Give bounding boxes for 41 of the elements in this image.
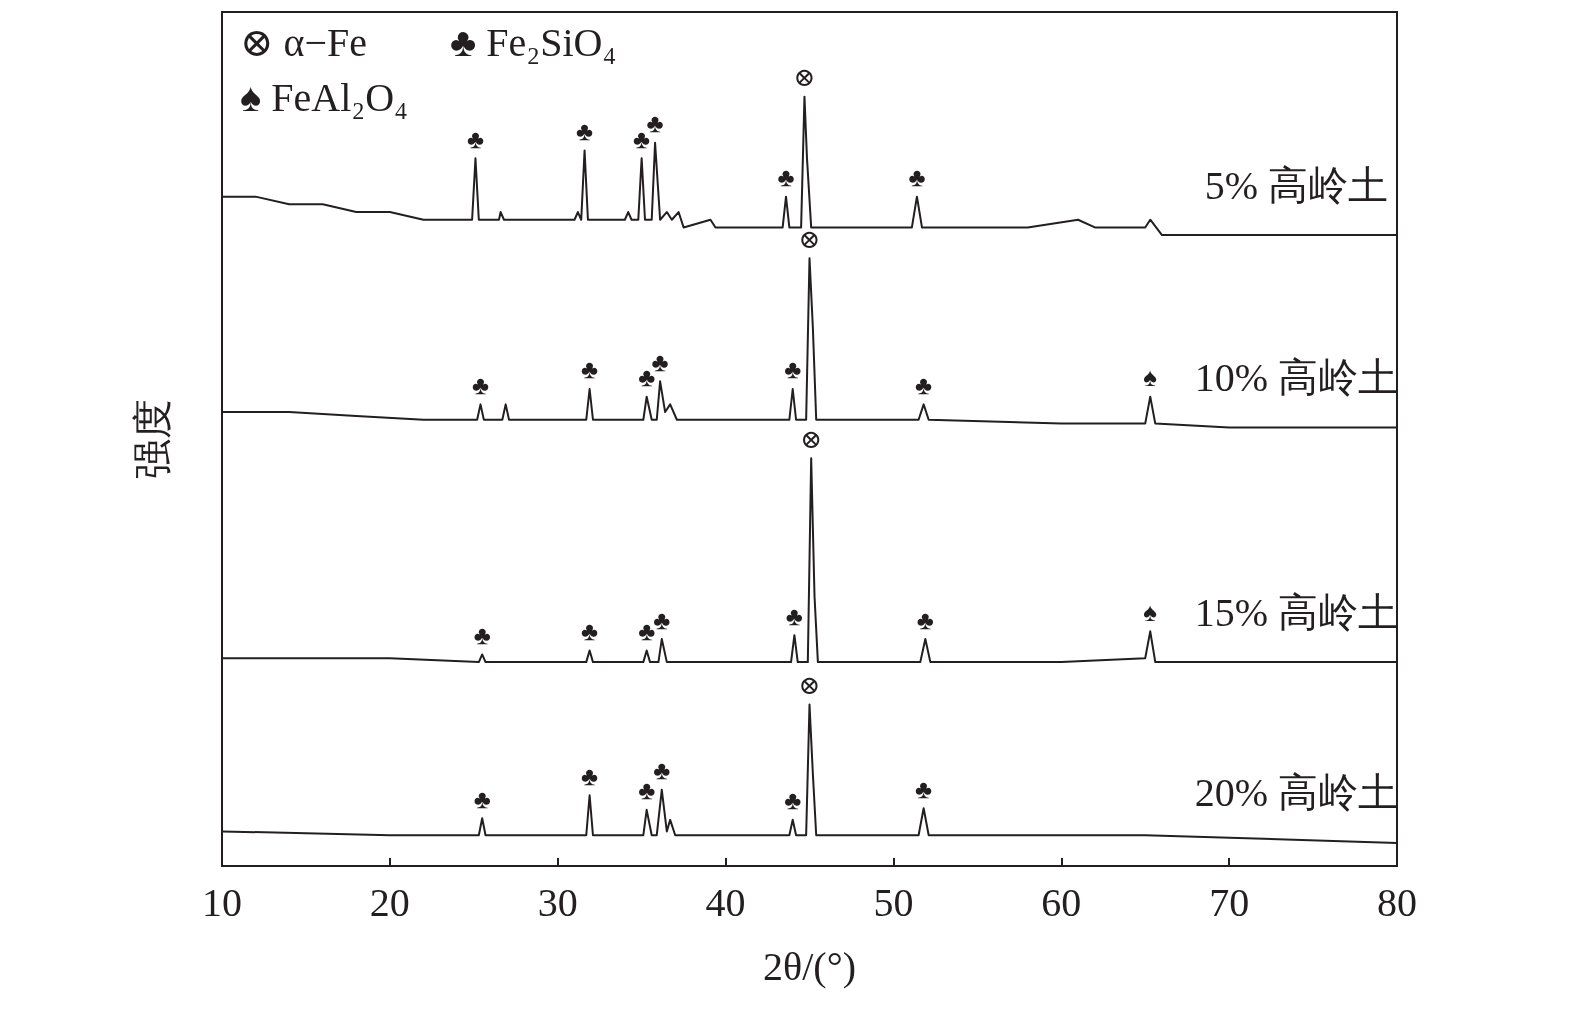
annotation: ♣ [473, 620, 491, 650]
annotation: ♣ [471, 370, 490, 400]
series-label: 5% 高岭土 [1204, 162, 1388, 208]
series-label: 10% 高岭土 [1194, 354, 1398, 400]
annotation: ♣ [784, 786, 802, 816]
x-tick-label: 20 [369, 879, 410, 925]
annotation: ♣ [638, 776, 656, 806]
annotation: ♣ [653, 756, 671, 786]
annotation: ♣ [581, 761, 599, 791]
x-tick-label: 30 [537, 879, 578, 925]
x-axis-title: 2θ/(°) [763, 943, 856, 989]
annotation: ♣ [581, 617, 599, 647]
annotation: ♣ [908, 163, 926, 193]
annotation: ♣ [777, 163, 795, 193]
annotation: ♠ FeAl₂O₄ [240, 74, 409, 120]
x-tick-label: 10 [202, 879, 242, 925]
annotation: ♣ [916, 605, 934, 635]
annotation: ♣ [576, 116, 594, 146]
text: ⊗ α−Fe [240, 19, 368, 65]
annotation: ♣ [466, 124, 484, 154]
annotation: ♠ [1143, 363, 1158, 393]
annotation: ♠ [1143, 597, 1158, 627]
annotation: ♣ [784, 355, 802, 385]
x-tick-label: 80 [1377, 879, 1417, 925]
annotation: ⊗ [800, 424, 823, 454]
series-label: 20% 高岭土 [1194, 770, 1398, 816]
y-axis-title: 强度 [129, 399, 175, 479]
annotation: ♣ [581, 355, 599, 385]
x-tick-label: 70 [1209, 879, 1250, 925]
series-label: 15% 高岭土 [1194, 589, 1398, 635]
text: ♣ Fe₂SiO₄ [450, 19, 617, 65]
annotation: ⊗ [793, 63, 816, 93]
x-tick-label: 40 [705, 879, 746, 925]
annotation: ⊗ [798, 670, 821, 700]
annotation: ♣ [915, 774, 933, 804]
x-tick-label: 50 [873, 879, 914, 925]
annotation: ♣ [785, 601, 803, 631]
annotation: ⊗ [798, 224, 821, 254]
annotation: ♣ [473, 784, 491, 814]
annotation: ♣ [915, 370, 933, 400]
x-tick-label: 60 [1041, 879, 1082, 925]
